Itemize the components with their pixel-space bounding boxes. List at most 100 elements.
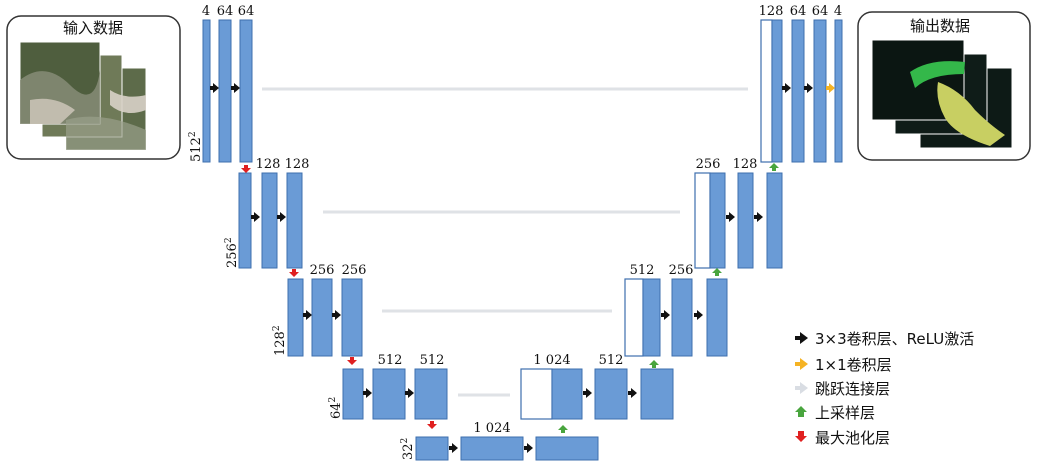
decoder-level-1: 128 64 64 4	[759, 4, 843, 163]
channel-label: 64	[790, 4, 807, 19]
channel-label: 1 024	[533, 353, 570, 368]
skip-arrow-icon	[795, 382, 808, 394]
feature-map-block	[834, 19, 843, 163]
skip-copy-block	[694, 172, 711, 269]
input-panel-title: 输入数据	[63, 19, 123, 37]
encoder-level-1: 4 64 64 5122	[188, 4, 255, 163]
legend-label: 1×1卷积层	[815, 356, 892, 374]
channel-label: 512	[420, 353, 445, 368]
upsample-arrow-icon	[712, 268, 722, 276]
output-panel-title: 输出数据	[910, 17, 970, 35]
upsample-arrow-icon	[795, 406, 807, 417]
feature-map-block	[218, 19, 232, 163]
legend-item-conv3x3: 3×3卷积层、ReLU激活	[795, 330, 974, 348]
input-satellite-stack	[19, 41, 147, 151]
conv-arrow-icon	[303, 310, 312, 320]
conv-arrow-icon	[795, 332, 808, 344]
channel-label: 256	[696, 157, 721, 172]
feature-map-block	[238, 172, 252, 269]
legend-item-conv1x1: 1×1卷积层	[795, 356, 892, 374]
channel-label: 64	[217, 4, 234, 19]
resolution-label: 1282	[272, 325, 288, 356]
conv-arrow-icon	[251, 212, 260, 222]
feature-map-block	[671, 278, 693, 357]
channel-label: 512	[378, 353, 403, 368]
channel-label: 512	[599, 353, 624, 368]
legend-label: 最大池化层	[815, 429, 890, 447]
feature-map-block	[766, 172, 783, 269]
conv-arrow-icon	[694, 310, 703, 320]
maxpool-arrow-icon	[289, 269, 299, 277]
resolution-label: 5122	[188, 131, 204, 162]
conv-arrow-icon	[277, 212, 286, 222]
feature-map-block	[706, 278, 728, 357]
feature-map-block	[791, 19, 805, 163]
feature-map-block	[414, 368, 448, 420]
channel-label: 4	[202, 4, 210, 19]
channel-label: 64	[238, 4, 255, 19]
upsample-arrow-icon	[649, 360, 659, 368]
feature-map-block	[287, 278, 304, 357]
feature-map-block	[640, 368, 674, 420]
channel-label: 512	[630, 263, 655, 278]
decoder-level-2: 256 128	[694, 157, 783, 269]
feature-map-block	[311, 278, 333, 357]
conv1x1-arrow-icon	[795, 358, 808, 370]
feature-map-block	[341, 278, 363, 357]
output-mask-stack	[871, 39, 1013, 149]
feature-map-block	[261, 172, 278, 269]
conv-arrow-icon	[782, 83, 791, 93]
conv-arrow-icon	[583, 388, 592, 398]
feature-map-block	[813, 19, 827, 163]
channel-label: 256	[310, 263, 335, 278]
encoder-level-3: 256 256 1282	[272, 263, 367, 357]
maxpool-markers	[241, 165, 437, 429]
conv1x1-arrow-icon	[826, 83, 835, 93]
resolution-label: 2562	[224, 237, 240, 268]
output-panel: 输出数据	[857, 11, 1031, 161]
feature-map-block	[460, 436, 524, 461]
conv-arrow-icon	[524, 443, 533, 453]
decoder-level-4: 1 024 512	[520, 353, 674, 420]
conv-arrow-icon	[726, 212, 735, 222]
conv-arrow-icon	[661, 310, 670, 320]
skip-connections	[262, 87, 748, 397]
feature-map-block	[535, 436, 599, 461]
skip-copy-block	[624, 278, 644, 357]
feature-map-block	[771, 19, 783, 163]
feature-map-block	[642, 278, 661, 357]
maxpool-arrow-icon	[427, 421, 437, 429]
channel-label: 128	[256, 157, 281, 172]
decoder-level-3: 512 256	[624, 263, 728, 357]
channel-label: 128	[759, 4, 784, 19]
conv-arrow-icon	[628, 388, 637, 398]
feature-map-block	[709, 172, 726, 269]
maxpool-arrow-icon	[795, 431, 807, 442]
conv-arrow-icon	[363, 388, 372, 398]
channel-label: 128	[733, 157, 758, 172]
upsample-arrow-icon	[558, 425, 568, 433]
input-panel: 输入数据	[6, 15, 181, 160]
legend-item-upsample: 上采样层	[795, 404, 875, 422]
encoder-level-2: 128 128 2562	[224, 157, 310, 269]
feature-map-block	[415, 436, 449, 461]
feature-map-block	[286, 172, 303, 269]
channel-label: 64	[812, 4, 829, 19]
channel-label: 1 024	[473, 421, 510, 436]
maxpool-arrow-icon	[241, 165, 251, 173]
legend-label: 上采样层	[815, 404, 875, 422]
conv-arrows	[210, 83, 813, 453]
channel-label: 256	[342, 263, 367, 278]
feature-map-block	[202, 19, 211, 163]
feature-map-block	[239, 19, 253, 163]
feature-map-block	[594, 368, 628, 420]
conv-arrow-icon	[449, 443, 458, 453]
bottleneck-level: 1 024 322	[400, 421, 599, 461]
channel-label: 128	[285, 157, 310, 172]
feature-map-block	[551, 368, 583, 420]
legend-item-skip: 跳跃连接层	[795, 380, 890, 398]
legend-label: 跳跃连接层	[815, 380, 890, 398]
conv-arrow-icon	[210, 83, 219, 93]
legend-label: 3×3卷积层、ReLU激活	[815, 330, 974, 348]
